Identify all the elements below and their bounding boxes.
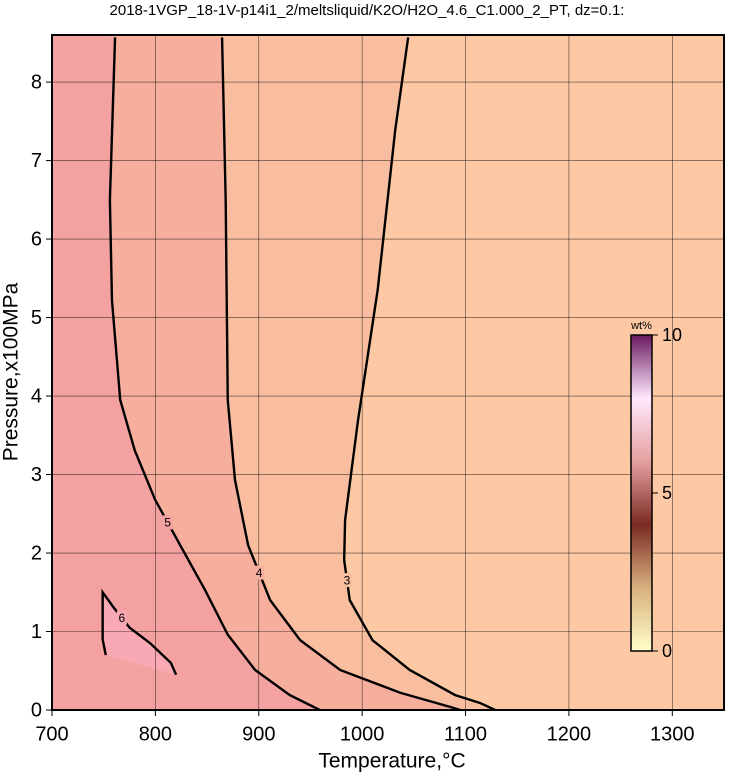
colorbar-label: wt% (630, 320, 652, 332)
x-tick-label: 800 (139, 723, 172, 745)
contour-line (220, 37, 461, 710)
contour-fills (52, 35, 724, 710)
contour-label: 6 (118, 611, 125, 625)
y-tick-label: 3 (31, 464, 42, 486)
contour-label-bg (341, 573, 352, 588)
y-tick-label: 0 (31, 699, 42, 721)
contour-fill (102, 592, 177, 675)
contour-label-bg (116, 610, 127, 625)
contour-label: 4 (256, 566, 263, 580)
contour-lines: 3 4 5 6 (101, 37, 496, 710)
colorbar-tick-label: 0 (662, 641, 672, 661)
y-tick-label: 6 (31, 228, 42, 250)
contour-label: 3 (344, 573, 351, 587)
x-tick-label: 900 (242, 723, 275, 745)
y-tick-label: 4 (31, 385, 42, 407)
x-axis-label: Temperature,°C (318, 750, 465, 773)
y-axis-label: Pressure,x100MPa (0, 282, 23, 461)
axes: 700 800 900 1000 1100 1200 1300 0 1 2 3 4 5 6 7 8 wt% 0 5 1… (31, 34, 725, 745)
y-tick-label: 8 (31, 71, 42, 93)
contour-label-bg (254, 565, 265, 580)
colorbar (630, 334, 653, 652)
y-tick-label: 1 (31, 621, 42, 643)
x-tick-label: 1000 (340, 723, 385, 745)
contour-label: 5 (164, 516, 171, 530)
y-tick-label: 2 (31, 542, 42, 564)
x-tick-label: 1100 (444, 723, 487, 745)
plot-frame (51, 34, 725, 711)
x-tick-label: 700 (35, 723, 68, 745)
x-tick-label: 1200 (547, 723, 592, 745)
chart-title: 2018-1VGP_18-1V-p14i1_2/meltsliquid/K2O/… (110, 2, 625, 19)
y-tick-label: 7 (31, 150, 42, 172)
x-tick-label: 1300 (650, 723, 695, 745)
contour-fill (52, 35, 320, 710)
colorbar-tick-label: 5 (662, 483, 672, 503)
colorbar-tick-label: 10 (662, 325, 682, 345)
contour-label-bg (162, 515, 173, 530)
y-tick-label: 5 (31, 307, 42, 329)
